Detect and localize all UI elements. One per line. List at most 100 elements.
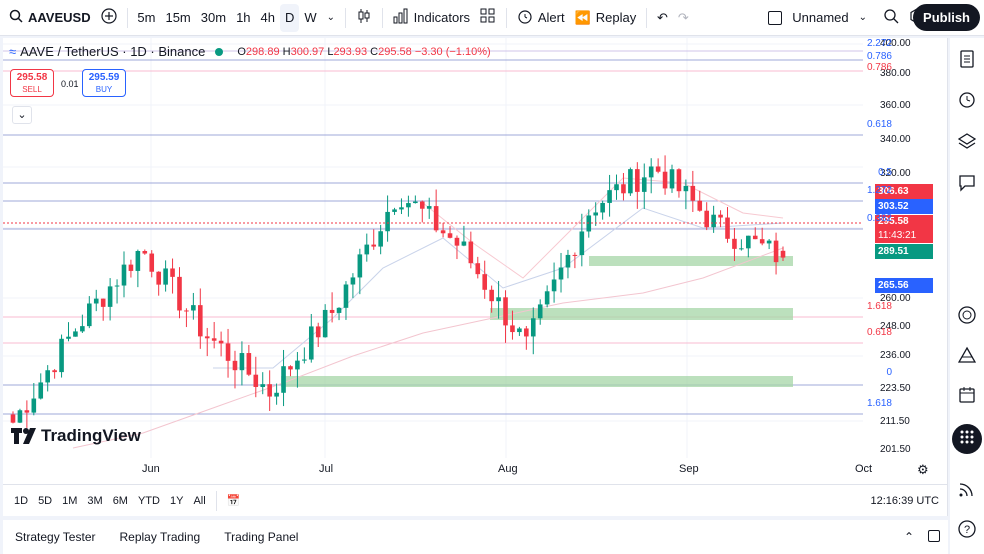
candle-body xyxy=(621,184,626,194)
range-1d[interactable]: 1D xyxy=(14,494,29,507)
products-button[interactable] xyxy=(952,424,982,454)
templates-button[interactable] xyxy=(475,4,501,32)
interval-15m[interactable]: 15m xyxy=(165,10,191,25)
price-axis[interactable]: 400.00 380.00 360.00 340.00 320.00 260.0… xyxy=(864,38,948,483)
candle-body xyxy=(641,177,647,192)
bottom-panel-bar: Strategy Tester Replay Trading Trading P… xyxy=(3,520,948,554)
pine-editor-button[interactable] xyxy=(952,342,982,372)
candle-body xyxy=(10,414,16,423)
interval-1w[interactable]: W xyxy=(304,10,317,25)
candle-body xyxy=(530,318,536,337)
alerts-button[interactable] xyxy=(952,86,982,116)
candle-body xyxy=(343,284,349,308)
range-5d[interactable]: 5D xyxy=(38,494,53,507)
grid xyxy=(3,38,863,458)
candle-body xyxy=(59,338,64,373)
fib-label: 0.382 xyxy=(866,213,892,224)
candle-body xyxy=(378,231,383,247)
symbol-search[interactable]: AAVEUSD xyxy=(4,4,96,32)
candle-body xyxy=(579,231,585,256)
candle-body xyxy=(683,185,689,192)
support-zone-1[interactable] xyxy=(589,256,793,266)
range-6m[interactable]: 6M xyxy=(112,494,128,507)
support-zone-2[interactable] xyxy=(490,308,793,320)
range-ytd[interactable]: YTD xyxy=(137,494,160,507)
indicators-icon xyxy=(393,8,409,27)
candle-body xyxy=(45,370,50,383)
interval-dropdown[interactable]: ⌄ xyxy=(322,4,340,32)
tab-replay-trading[interactable]: Replay Trading xyxy=(119,530,201,544)
candle-body xyxy=(260,384,266,387)
interval-5m[interactable]: 5m xyxy=(137,10,156,25)
candle-body xyxy=(350,277,356,285)
watchlist-button[interactable] xyxy=(952,46,982,76)
price-tick: 201.50 xyxy=(880,444,911,455)
candle-body xyxy=(489,289,494,302)
chat-button[interactable] xyxy=(952,170,982,200)
tab-trading-panel[interactable]: Trading Panel xyxy=(224,530,299,544)
undo-button[interactable]: ↶ xyxy=(652,4,673,32)
support-zones[interactable] xyxy=(281,256,793,387)
interval-1h[interactable]: 1h xyxy=(236,10,251,25)
price-label-last: 295.58 xyxy=(875,215,933,229)
buy-button[interactable]: 295.59 BUY xyxy=(82,69,126,97)
alert-button[interactable]: Alert xyxy=(512,4,570,32)
chevron-down-icon: ⌄ xyxy=(858,12,868,23)
interval-4h[interactable]: 4h xyxy=(260,10,275,25)
alert-label: Alert xyxy=(537,10,565,25)
candle-body xyxy=(274,392,279,397)
candles xyxy=(10,155,786,428)
time-axis[interactable]: Jun Jul Aug Sep Oct xyxy=(3,460,872,480)
candle-body xyxy=(211,338,217,341)
chart-type-button[interactable] xyxy=(351,4,377,32)
time-tick: Jul xyxy=(319,463,334,475)
support-zone-3[interactable] xyxy=(281,376,793,387)
range-3m[interactable]: 3M xyxy=(87,494,103,507)
legend-title[interactable]: AAVE / TetherUS · 1D · Binance xyxy=(20,44,206,59)
publish-button[interactable]: Publish xyxy=(913,4,980,31)
object-tree-button[interactable] xyxy=(952,128,982,158)
checkbox-icon xyxy=(768,10,783,25)
candle-body xyxy=(142,251,148,254)
fib-label: 0.618 xyxy=(866,327,892,338)
broadcast-icon xyxy=(958,480,976,503)
replay-button[interactable]: ⏪ Replay xyxy=(570,4,642,32)
quick-search-button[interactable] xyxy=(878,4,904,32)
calendar-button[interactable] xyxy=(952,382,982,412)
candle-body xyxy=(399,207,404,210)
range-1m[interactable]: 1M xyxy=(62,494,78,507)
date-range-button[interactable]: 📅 xyxy=(222,494,246,507)
help-button[interactable]: ? xyxy=(952,516,982,546)
candle-body xyxy=(308,326,314,360)
clock[interactable]: 12:16:39 UTC xyxy=(870,494,939,507)
fib-label: 2.272 xyxy=(866,38,892,49)
maximize-panel-button[interactable] xyxy=(920,529,948,545)
axis-settings-button[interactable]: ⚙ xyxy=(917,462,929,478)
candle-body xyxy=(572,254,578,256)
bottom-toolbar: 1D 5D 1M 3M 6M YTD 1Y All 📅 12:16:39 UTC xyxy=(3,484,948,516)
legend-collapse-button[interactable]: ⌄ xyxy=(12,106,32,124)
fib-label: 0.786 xyxy=(866,51,892,62)
candle-body xyxy=(676,169,682,192)
expand-panel-button[interactable]: ⌃ xyxy=(898,530,920,544)
sell-button[interactable]: 295.58 SELL xyxy=(10,69,54,97)
candle-body xyxy=(66,336,71,339)
undo-icon: ↶ xyxy=(657,9,668,25)
price-chart[interactable] xyxy=(3,38,863,458)
chart-pane[interactable]: ≈ AAVE / TetherUS · 1D · Binance O298.89… xyxy=(3,38,948,516)
tab-strategy-tester[interactable]: Strategy Tester xyxy=(15,530,96,544)
layout-button[interactable]: Unnamed ⌄ xyxy=(763,4,872,32)
compare-symbol-button[interactable] xyxy=(96,4,122,32)
interval-1d[interactable]: D xyxy=(280,3,300,32)
redo-button[interactable]: ↷ xyxy=(673,4,694,32)
candle-body xyxy=(93,298,99,304)
candle-body xyxy=(73,331,78,337)
top-toolbar: AAVEUSD 5m 15m 30m 1h 4h D W ⌄ Indicator… xyxy=(0,0,984,36)
ideas-button[interactable] xyxy=(952,302,982,332)
range-1y[interactable]: 1Y xyxy=(169,494,184,507)
range-all[interactable]: All xyxy=(193,494,206,507)
candle-body xyxy=(315,326,321,338)
stream-button[interactable] xyxy=(952,476,982,506)
interval-30m[interactable]: 30m xyxy=(200,10,227,25)
indicators-button[interactable]: Indicators xyxy=(388,4,475,32)
